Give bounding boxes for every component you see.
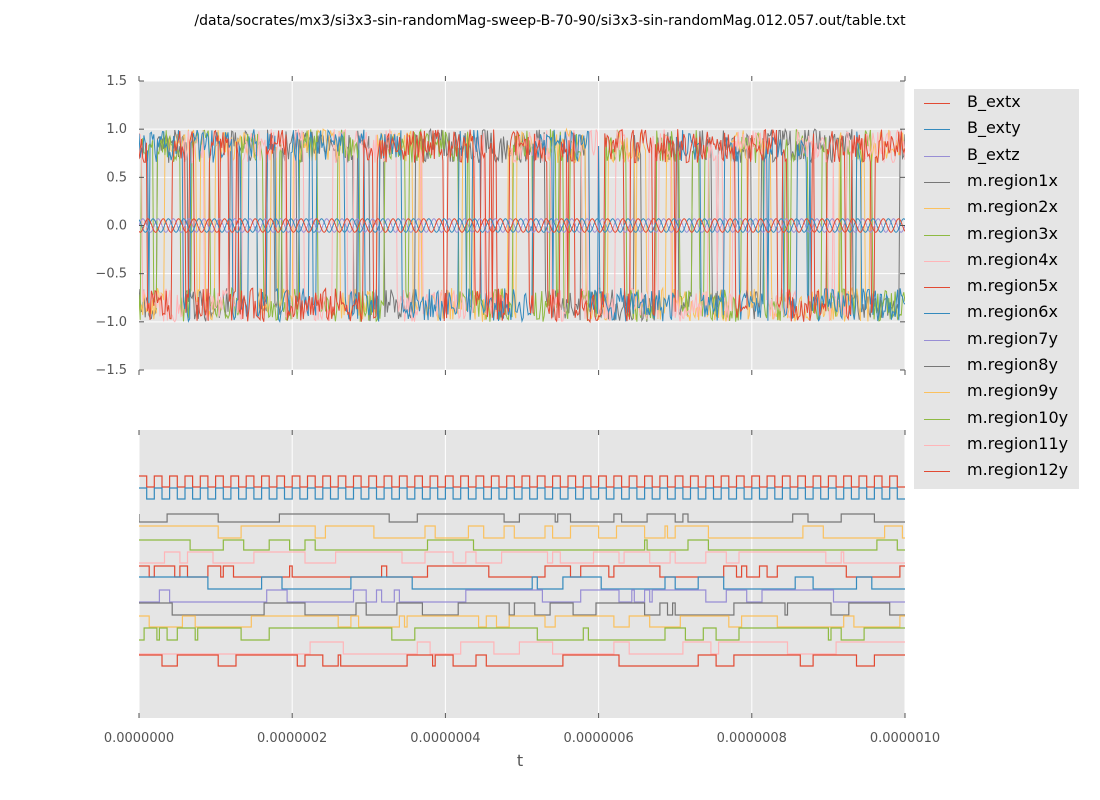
legend-entry: B_extz: [914, 143, 1079, 169]
legend-label: B_exty: [967, 118, 1021, 138]
x-tick-label: 0.0000000: [104, 731, 174, 746]
legend-swatch: [924, 234, 950, 236]
legend-label: m.region12y: [967, 460, 1069, 480]
legend-swatch: [924, 418, 950, 420]
bottom-series-m-region1x: [139, 513, 905, 523]
bottom-series-m-region9y: [139, 615, 905, 628]
legend-label: m.region8y: [967, 355, 1058, 374]
legend-label: m.region4x: [967, 249, 1058, 269]
legend-swatch: [924, 103, 950, 104]
top-series-B-extx: [139, 218, 905, 233]
legend-label: m.region1x: [967, 170, 1058, 190]
legend-entry: m.region4x: [914, 248, 1079, 274]
x-tick-label: 0.0000006: [563, 731, 633, 746]
legend-entry: m.region7y: [914, 327, 1079, 353]
legend-swatch: [924, 392, 950, 394]
top-series-B-extz: [139, 218, 905, 233]
legend-label: m.region5x: [967, 276, 1058, 296]
top-series-group: [139, 127, 905, 324]
legend-entry: m.region1x: [914, 169, 1079, 195]
legend-swatch: [924, 313, 950, 315]
legend-entry: m.region8y: [914, 353, 1079, 379]
legend-entry: m.region2x: [914, 195, 1079, 221]
bottom-series-group: [139, 475, 905, 667]
legend: B_extx B_exty B_extz m.region1x m.region2x m.…: [914, 89, 1079, 489]
legend-swatch: [924, 287, 950, 289]
legend-label: m.region10y: [967, 407, 1069, 427]
legend-swatch: [924, 181, 950, 183]
top-y-tick-label: −1.0: [95, 315, 127, 330]
legend-entry: B_exty: [914, 116, 1079, 142]
legend-swatch: [924, 129, 950, 131]
legend-label: B_extx: [967, 92, 1021, 111]
top-y-tick-label: −0.5: [95, 267, 127, 282]
legend-swatch: [924, 155, 950, 157]
legend-entry: m.region3x: [914, 222, 1079, 248]
bottom-series-m-region10y: [139, 627, 905, 641]
bottom-series-m-region6x: [139, 576, 905, 590]
legend-label: m.region7y: [967, 328, 1058, 348]
top-y-tick-label: 1.5: [106, 74, 127, 89]
bottom-series-m-region8y: [139, 602, 905, 616]
top-series-m-region6x: [139, 129, 905, 324]
legend-label: m.region9y: [967, 381, 1058, 401]
bottom-series-m-region5x: [139, 565, 905, 578]
legend-swatch: [924, 208, 950, 210]
legend-label: m.region3x: [967, 223, 1058, 243]
bottom-series-B-extx: [139, 475, 905, 488]
legend-entry: B_extx: [914, 90, 1079, 116]
bottom-series-m-region7y: [139, 589, 905, 603]
legend-swatch: [924, 260, 950, 262]
legend-label: m.region2x: [967, 197, 1058, 217]
x-tick-label: 0.0000010: [870, 731, 940, 746]
bottom-series-m-region3x: [139, 539, 905, 551]
x-tick-label: 0.0000002: [257, 731, 327, 746]
legend-swatch: [924, 366, 950, 367]
top-y-tick-label: 1.0: [106, 122, 127, 137]
bottom-series-m-region4x: [139, 551, 905, 564]
top-series-B-exty: [139, 218, 905, 233]
bottom-series-B-exty: [139, 487, 905, 500]
bottom-series-m-region11y: [139, 641, 905, 655]
legend-swatch: [924, 339, 950, 341]
top-y-tick-label: 0.5: [106, 170, 127, 185]
top-series-m-region5x: [139, 128, 905, 324]
top-y-tick-label: −1.5: [95, 363, 127, 378]
x-axis-label: t: [517, 751, 523, 770]
bottom-plot-background: [139, 430, 905, 718]
bottom-series-m-region2x: [139, 525, 905, 539]
top-y-tick-label: 0.0: [106, 219, 127, 234]
legend-swatch: [924, 444, 950, 446]
legend-entry: m.region9y: [914, 379, 1079, 405]
chart-title: /data/socrates/mx3/si3x3-sin-randomMag-s…: [194, 13, 906, 29]
legend-entry: m.region5x: [914, 274, 1079, 300]
legend-label: m.region11y: [967, 433, 1069, 453]
legend-entry: m.region12y: [914, 458, 1079, 484]
legend-swatch: [924, 471, 950, 473]
legend-entry: m.region10y: [914, 406, 1079, 432]
legend-entry: m.region11y: [914, 432, 1079, 458]
legend-label: m.region6x: [967, 302, 1058, 322]
legend-label: B_extz: [967, 144, 1020, 164]
legend-entry: m.region6x: [914, 300, 1079, 326]
bottom-plot-panel: 0.0000000 0.0000002 0.0000004 0.0000006 0.00…: [104, 430, 940, 746]
x-tick-label: 0.0000004: [410, 731, 480, 746]
x-tick-label: 0.0000008: [717, 731, 787, 746]
bottom-series-m-region12y: [139, 654, 905, 667]
top-plot-panel: 1.5 1.0 0.5 0.0 −0.5 −1.0 −1.5: [95, 74, 906, 378]
